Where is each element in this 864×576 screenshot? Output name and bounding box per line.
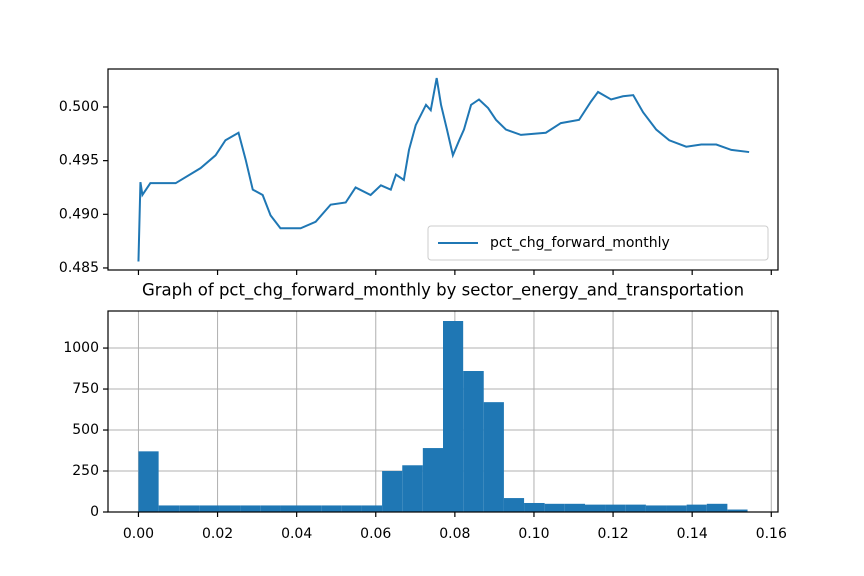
histogram-bar <box>727 509 748 512</box>
histogram-bar <box>706 503 728 512</box>
y-tick-label: 500 <box>72 422 99 438</box>
histogram-bar <box>301 505 322 512</box>
histogram-bar <box>158 505 180 512</box>
x-tick-label: 0.16 <box>756 526 787 542</box>
histogram-bar <box>686 504 707 512</box>
histogram-bar <box>645 505 667 512</box>
histogram-bar <box>564 503 585 512</box>
x-tick-label: 0.00 <box>123 526 154 542</box>
x-tick-label: 0.04 <box>281 526 312 542</box>
histogram-bar <box>321 505 342 512</box>
legend: pct_chg_forward_monthly <box>427 225 769 261</box>
line-series <box>137 77 750 262</box>
histogram-bar <box>503 498 525 512</box>
histogram-bar <box>402 465 423 512</box>
y-tick-label: 1000 <box>63 340 99 356</box>
histogram-bar <box>422 448 443 512</box>
histogram-bar <box>341 505 362 512</box>
x-tick-label: 0.02 <box>202 526 233 542</box>
y-tick-label: 750 <box>72 381 99 397</box>
y-tick-label: 0.500 <box>59 99 99 115</box>
histogram-bar <box>463 371 484 512</box>
y-tick-label: 0 <box>90 504 99 520</box>
histogram-bar <box>666 505 687 512</box>
histogram-bar <box>179 505 200 512</box>
legend-label: pct_chg_forward_monthly <box>490 235 670 251</box>
histogram-bar <box>280 505 302 512</box>
histogram-bar <box>625 504 646 512</box>
histogram-bar <box>199 505 220 512</box>
histogram-bar <box>382 471 403 512</box>
histogram-bar <box>361 505 383 512</box>
histogram-bar <box>524 502 545 512</box>
histogram-bar <box>483 402 504 512</box>
x-tick-label: 0.14 <box>677 526 708 542</box>
y-tick-label: 0.495 <box>59 153 99 169</box>
histogram-bar <box>260 505 281 512</box>
axes-frame <box>107 310 779 513</box>
histogram-bar <box>138 451 159 512</box>
y-tick-label: 0.485 <box>59 260 99 276</box>
histogram-bar <box>584 504 606 512</box>
legend-box <box>427 225 769 261</box>
histogram-bar <box>443 321 464 512</box>
axes: 0.00 0.02 0.04 0.06 0.08 0.10 0.12 0.14 0.16 0 250… <box>63 281 787 543</box>
histogram-bar <box>240 505 261 512</box>
x-tick-label: 0.06 <box>360 526 391 542</box>
y-tick-label: 250 <box>72 463 99 479</box>
x-tick-label: 0.08 <box>439 526 470 542</box>
x-tick-label: 0.12 <box>597 526 628 542</box>
y-tick-label: 0.490 <box>59 206 99 222</box>
histogram-bar <box>544 503 565 512</box>
chart-title: Graph of pct_chg_forward_monthly by sect… <box>142 281 744 301</box>
histogram-bar <box>219 505 241 512</box>
x-tick-label: 0.10 <box>518 526 549 542</box>
axes: 0.485 0.490 0.495 0.500 pct_chg_forward_mont… <box>59 68 779 276</box>
axes-frame <box>107 68 779 271</box>
histogram-bar <box>605 504 626 512</box>
